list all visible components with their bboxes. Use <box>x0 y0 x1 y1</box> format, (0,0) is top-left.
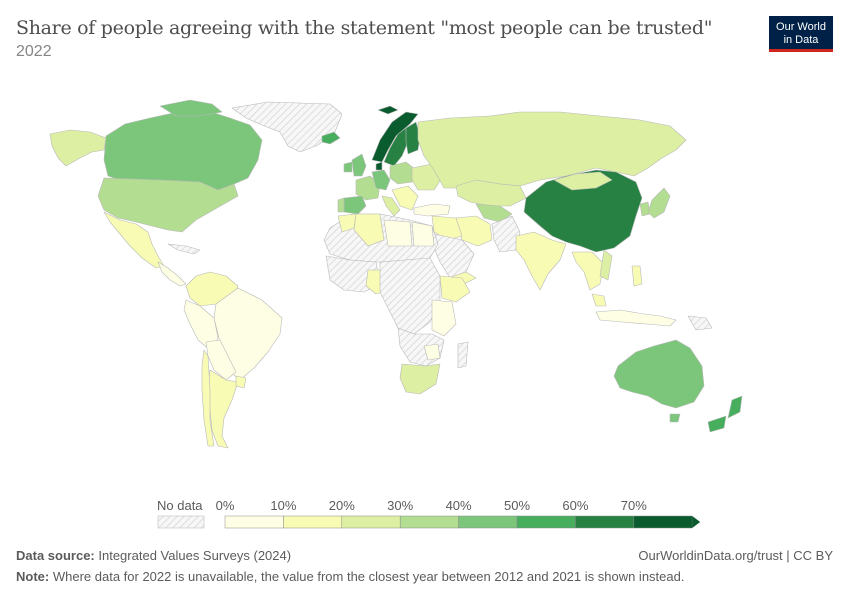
region-vietnam[interactable] <box>599 249 613 281</box>
region-turkey[interactable] <box>413 203 451 217</box>
legend-tick-label: 30% <box>387 498 413 513</box>
region-uruguay[interactable] <box>235 375 247 389</box>
region-svalbard[interactable] <box>377 105 399 115</box>
region-egypt[interactable] <box>411 221 435 247</box>
region-ireland[interactable] <box>343 161 353 173</box>
region-united-kingdom[interactable] <box>351 153 367 177</box>
legend-bin-0 <box>224 515 284 529</box>
legend-bin-6 <box>575 515 635 529</box>
legend-no-data-swatch <box>157 515 205 529</box>
region-denmark[interactable] <box>375 161 383 171</box>
owid-logo[interactable]: Our World in Data <box>769 16 833 52</box>
legend-bin-2 <box>341 515 401 529</box>
world-map <box>49 99 743 449</box>
region-south-korea[interactable] <box>639 201 651 217</box>
map-legend: No data 0% 10% 20% 30% 40% 50% 60% 70% <box>157 498 701 529</box>
region-tasmania[interactable] <box>669 413 681 423</box>
region-finland[interactable] <box>405 121 421 155</box>
note-text: Where data for 2022 is unavailable, the … <box>52 569 685 584</box>
legend-bins <box>224 515 701 529</box>
data-source: Data source: Integrated Values Surveys (… <box>16 548 291 563</box>
region-madagascar[interactable] <box>457 341 469 369</box>
data-source-text[interactable]: Integrated Values Surveys (2024) <box>98 548 292 563</box>
region-balkans[interactable] <box>391 185 419 211</box>
region-canada-arctic[interactable] <box>159 99 223 117</box>
legend-bin-5 <box>516 515 576 529</box>
region-central-africa[interactable] <box>379 257 441 335</box>
chart-title: Share of people agreeing with the statem… <box>16 17 713 39</box>
legend-tick-label: 40% <box>446 498 472 513</box>
region-australia[interactable] <box>613 339 705 409</box>
legend-tick-label: 10% <box>270 498 296 513</box>
region-new-zealand[interactable] <box>707 395 743 433</box>
region-greenland[interactable] <box>231 101 343 153</box>
region-kenya-tanzania[interactable] <box>431 299 457 337</box>
region-united-states[interactable] <box>97 177 239 233</box>
legend-tick-label: 50% <box>504 498 530 513</box>
logo-line-1: Our World <box>776 21 826 33</box>
chart-note: Note: Where data for 2022 is unavailable… <box>16 569 684 584</box>
legend-bin-3 <box>399 515 459 529</box>
region-spain[interactable] <box>343 195 367 215</box>
chart-subtitle: 2022 <box>16 43 52 60</box>
region-mongolia[interactable] <box>553 171 613 191</box>
legend-ticks: 0% 10% 20% 30% 40% 50% 60% 70% <box>216 498 648 513</box>
region-south-africa[interactable] <box>399 363 441 395</box>
legend-bin-7 <box>633 515 693 529</box>
region-portugal[interactable] <box>337 197 345 213</box>
region-iraq-syria[interactable] <box>431 215 463 241</box>
region-canada[interactable] <box>103 109 263 191</box>
logo-line-2: in Data <box>783 34 819 46</box>
region-china[interactable] <box>523 169 643 253</box>
owid-license-link[interactable]: OurWorldinData.org/trust | CC BY <box>638 548 833 563</box>
region-india[interactable] <box>515 231 567 291</box>
region-norway[interactable] <box>371 111 419 163</box>
legend-bin-4 <box>458 515 518 529</box>
region-ethiopia[interactable] <box>439 275 471 303</box>
region-japan[interactable] <box>647 187 671 219</box>
region-kazakhstan[interactable] <box>455 179 527 207</box>
region-russia[interactable] <box>417 111 687 189</box>
region-brazil[interactable] <box>213 287 283 381</box>
legend-tick-label: 0% <box>216 498 235 513</box>
region-central-asia[interactable] <box>475 203 513 223</box>
region-indonesia[interactable] <box>595 309 677 327</box>
region-poland-baltics[interactable] <box>389 161 417 185</box>
legend-tick-label: 60% <box>562 498 588 513</box>
region-zimbabwe[interactable] <box>423 343 441 361</box>
region-libya[interactable] <box>383 219 413 247</box>
region-chile[interactable] <box>201 349 215 447</box>
data-source-label: Data source: <box>16 548 95 563</box>
region-italy[interactable] <box>381 195 401 217</box>
note-label: Note: <box>16 569 50 584</box>
region-cuba[interactable] <box>167 243 201 255</box>
legend-bin-1 <box>283 515 343 529</box>
region-bolivia-paraguay[interactable] <box>205 339 237 381</box>
legend-no-data-label: No data <box>157 498 203 513</box>
region-iceland[interactable] <box>321 131 341 145</box>
region-myanmar-thailand[interactable] <box>571 251 605 291</box>
region-central-america[interactable] <box>157 261 187 287</box>
region-germany[interactable] <box>371 169 391 191</box>
legend-open-arrow <box>692 516 701 528</box>
region-france[interactable] <box>355 175 381 201</box>
legend-tick-label: 20% <box>329 498 355 513</box>
region-alaska[interactable] <box>49 129 107 167</box>
region-algeria[interactable] <box>353 213 385 247</box>
region-png[interactable] <box>687 315 713 331</box>
region-malaysia[interactable] <box>591 293 607 307</box>
region-philippines[interactable] <box>631 265 643 287</box>
legend-tick-label: 70% <box>621 498 647 513</box>
